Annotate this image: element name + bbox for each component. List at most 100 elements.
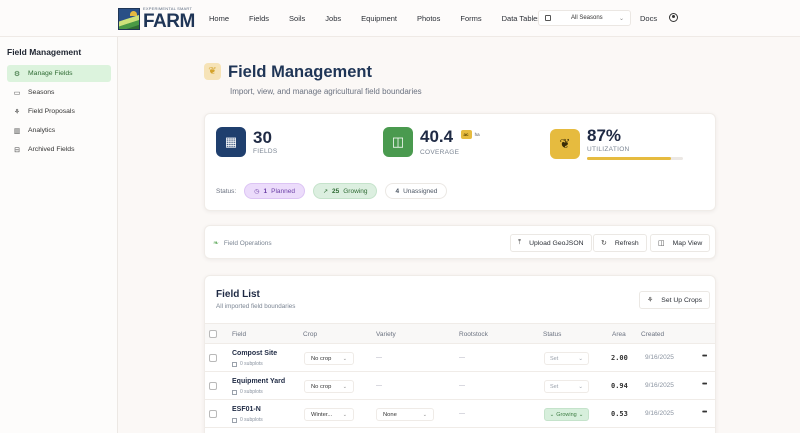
status-label: Status: [216,187,237,195]
status-pill-growing[interactable]: ↗ 25 Growing [312,183,378,199]
nav-equipment[interactable]: Equipment [361,14,397,23]
field-operations-card: ❧ Field Operations ⤒ Upload GeoJSON ↻ Re… [204,225,716,259]
rootstock-value: — [459,383,465,389]
sidebar-item-archived-fields[interactable]: ⊟ Archived Fields [7,141,111,158]
more-actions-icon[interactable]: ••• [702,353,707,360]
variety-value: — [376,383,382,389]
planned-count: 1 [263,187,268,195]
subplots-count: 0 subplots [240,389,263,395]
sidebar: Field Management ⚙ Manage Fields ▭ Seaso… [0,37,118,433]
table-row[interactable]: ESF01-N 0 subplots Winter... ⌄ None ⌄ — ⌄ G… [205,400,715,428]
upload-geojson-button[interactable]: ⤒ Upload GeoJSON [510,234,592,252]
field-name[interactable]: Compost Site [232,350,278,357]
leaf-icon: ❧ [213,240,219,247]
crop-select[interactable]: No crop ⌄ [304,380,354,393]
nav-data-tables[interactable]: Data Tables [501,14,542,23]
archive-icon: ⊟ [14,146,20,154]
status-select[interactable]: Set ⌄ [544,352,589,365]
table-row[interactable]: Compost Site 0 subplots No crop ⌄ — — Set… [205,344,715,372]
unit-hectares-button[interactable]: ha [474,132,480,137]
sidebar-title: Field Management [7,47,82,57]
nav-forms[interactable]: Forms [460,14,482,23]
map-icon: ◫ [658,240,665,247]
crop-select[interactable]: No crop ⌄ [304,352,354,365]
col-crop[interactable]: Crop [303,331,318,338]
logo-mark-icon [118,8,140,30]
nav-fields[interactable]: Fields [249,14,270,23]
planned-label: Planned [271,187,295,195]
row-checkbox[interactable] [209,382,217,390]
stat-coverage: ◫ 40.4 ac ha COVERAGE [383,127,483,157]
sidebar-item-label: Seasons [28,89,55,96]
col-area[interactable]: Area [612,331,626,338]
sidebar-item-label: Archived Fields [28,146,75,153]
nav-docs[interactable]: Docs [640,14,658,23]
nav-jobs[interactable]: Jobs [325,14,342,23]
sidebar-item-label: Analytics [28,127,56,134]
calendar-icon [545,15,551,21]
wheat-icon: ❦ [204,63,221,80]
status-select[interactable]: Set ⌄ [544,380,589,393]
area-value: 2.00 [611,354,628,362]
table-row[interactable]: Equipment Yard 0 subplots No crop ⌄ — — S… [205,372,715,400]
col-field[interactable]: Field [232,331,247,338]
unit-acres-button[interactable]: ac [460,130,472,139]
map-view-button[interactable]: ◫ Map View [650,234,711,252]
sidebar-item-manage-fields[interactable]: ⚙ Manage Fields [7,65,111,82]
row-checkbox[interactable] [209,410,217,418]
farm-logo[interactable]: EXPERIMENTAL SMART FARM [118,7,195,31]
col-created[interactable]: Created [641,331,665,338]
user-account-icon[interactable] [669,13,678,22]
coverage-value: 40.4 [420,127,454,146]
nav-photos[interactable]: Photos [417,14,441,23]
status-pill-unassigned[interactable]: 4 Unassigned [385,183,448,199]
field-name[interactable]: ESF01-N [232,406,261,413]
created-date: 9/16/2025 [645,382,674,389]
season-select[interactable]: All Seasons ⌄ [538,10,631,26]
sidebar-item-field-proposals[interactable]: ⚘ Field Proposals [7,103,111,120]
status-select[interactable]: ⌄ Growing ⌄ [544,408,589,421]
status-pill-planned[interactable]: ◷ 1 Planned [244,183,305,199]
select-all-checkbox[interactable] [209,330,217,338]
utilization-label: UTILIZATION [587,146,630,153]
refresh-button[interactable]: ↻ Refresh [593,234,647,252]
area-value: 0.53 [611,410,628,418]
logo-title: FARM [143,11,195,32]
variety-select-value: None [383,411,397,418]
nav-home[interactable]: Home [209,14,230,23]
chevron-down-icon: ⌄ [342,383,347,390]
variety-value: — [376,355,382,361]
nav-soils[interactable]: Soils [289,14,306,23]
chevron-down-icon: ⌄ [578,355,583,362]
status-select-value: Set [550,355,559,362]
unassigned-label: Unassigned [403,187,438,195]
subplots-count: 0 subplots [240,417,263,423]
field-list-title: Field List [216,289,260,300]
chevron-down-icon: ⌄ [422,411,427,418]
refresh-label: Refresh [614,239,639,247]
chevron-down-icon: ⌄ [618,15,624,22]
crop-select[interactable]: Winter... ⌄ [304,408,354,421]
more-actions-icon[interactable]: ••• [702,381,707,388]
more-actions-icon[interactable]: ••• [702,409,707,416]
utilization-value: 87% [587,126,622,145]
variety-select[interactable]: None ⌄ [376,408,434,421]
utilization-progress-bar [587,157,683,160]
sidebar-item-analytics[interactable]: ▥ Analytics [7,122,111,139]
status-summary: Status: ◷ 1 Planned ↗ 25 Growing 4 Unass… [216,183,455,199]
grid-icon [232,417,237,423]
field-name[interactable]: Equipment Yard [232,378,286,385]
set-up-crops-button[interactable]: ⚘ Set Up Crops [639,291,711,309]
row-checkbox[interactable] [209,354,217,362]
fields-label: FIELDS [253,148,278,155]
growing-label: Growing [343,187,368,195]
trending-up-icon: ↗ [322,188,328,195]
col-status[interactable]: Status [543,331,562,338]
sidebar-item-seasons[interactable]: ▭ Seasons [7,84,111,101]
stat-utilization: ❦ 87% UTILIZATION [550,127,683,160]
created-date: 9/16/2025 [645,354,674,361]
logo-subtitle: EXPERIMENTAL SMART [143,6,193,11]
col-variety[interactable]: Variety [376,331,396,338]
season-select-value: All Seasons [571,15,603,21]
col-rootstock[interactable]: Rootstock [459,331,488,338]
